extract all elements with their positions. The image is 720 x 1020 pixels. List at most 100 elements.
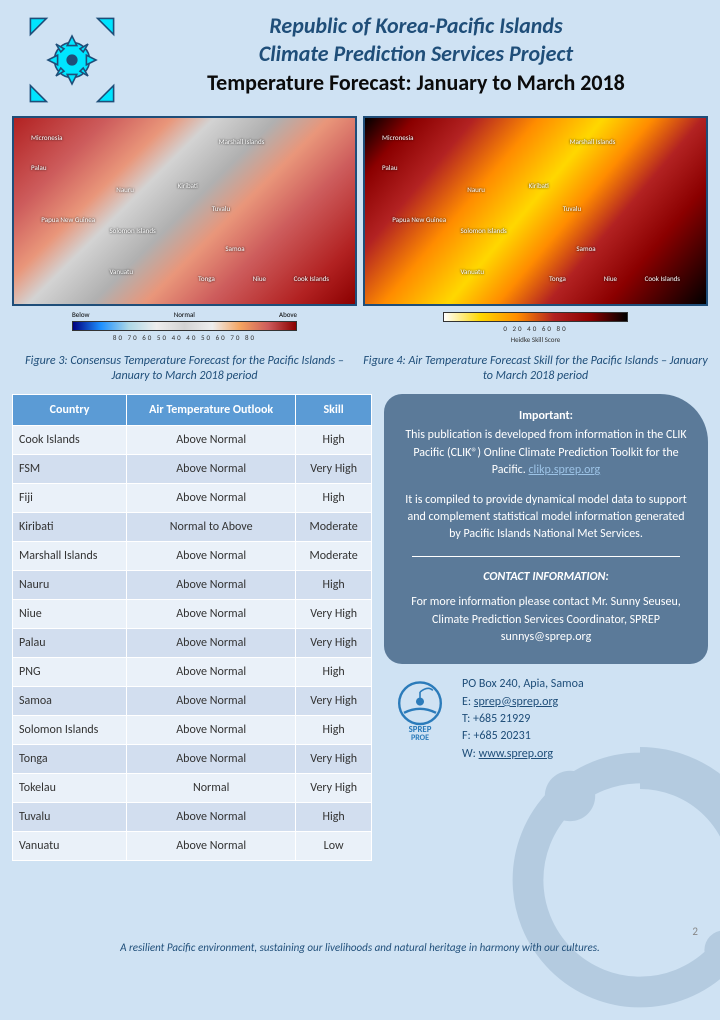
table-cell: Vanuatu bbox=[13, 832, 127, 861]
legend-above-label: Above bbox=[279, 310, 297, 319]
map-island-label: Marshall Islands bbox=[570, 137, 616, 146]
contact-block: SPREP PROE PO Box 240, Apia, Samoa E: sp… bbox=[384, 676, 708, 763]
table-row: TongaAbove NormalVery High bbox=[13, 745, 372, 774]
info-heading: Important: bbox=[402, 408, 690, 425]
info-box: Important: This publication is developed… bbox=[384, 394, 708, 664]
map-island-label: Papua New Guinea bbox=[392, 215, 446, 224]
table-row: NauruAbove NormalHigh bbox=[13, 571, 372, 600]
table-row: PNGAbove NormalHigh bbox=[13, 658, 372, 687]
table-cell: Samoa bbox=[13, 687, 127, 716]
table-cell: High bbox=[296, 716, 372, 745]
table-row: Solomon IslandsAbove NormalHigh bbox=[13, 716, 372, 745]
project-logo bbox=[20, 12, 124, 108]
map-island-label: Niue bbox=[253, 274, 266, 283]
table-cell: Above Normal bbox=[127, 687, 296, 716]
table-cell: Above Normal bbox=[127, 571, 296, 600]
contact-email: sunnys@sprep.org bbox=[402, 629, 690, 646]
main-row: CountryAir Temperature OutlookSkill Cook… bbox=[0, 394, 720, 869]
table-cell: Tokelau bbox=[13, 774, 127, 803]
info-para-2: It is compiled to provide dynamical mode… bbox=[402, 492, 690, 544]
table-cell: Marshall Islands bbox=[13, 542, 127, 571]
contact-title: CONTACT INFORMATION: bbox=[402, 569, 690, 586]
table-cell: Above Normal bbox=[127, 716, 296, 745]
legend-normal-label: Normal bbox=[174, 310, 195, 319]
map-island-label: Cook Islands bbox=[645, 274, 680, 283]
table-cell: Very High bbox=[296, 455, 372, 484]
outlook-table: CountryAir Temperature OutlookSkill Cook… bbox=[12, 394, 372, 861]
table-cell: Above Normal bbox=[127, 600, 296, 629]
legend-ticks-right: 0 20 40 60 80 bbox=[363, 324, 708, 333]
table-row: KiribatiNormal to AboveModerate bbox=[13, 513, 372, 542]
table-cell: High bbox=[296, 803, 372, 832]
table-cell: Very High bbox=[296, 629, 372, 658]
table-cell: Nauru bbox=[13, 571, 127, 600]
table-cell: Normal to Above bbox=[127, 513, 296, 542]
map-island-label: Tonga bbox=[198, 274, 215, 283]
map-island-label: Kiribati bbox=[178, 181, 198, 190]
table-row: FijiAbove NormalHigh bbox=[13, 484, 372, 513]
caption-left: Figure 3: Consensus Temperature Forecast… bbox=[12, 354, 357, 384]
table-row: Cook IslandsAbove NormalHigh bbox=[13, 426, 372, 455]
legend-left: Below Normal Above 80 70 60 50 40 40 50 … bbox=[12, 310, 357, 344]
caption-right: Figure 4: Air Temperature Forecast Skill… bbox=[363, 354, 708, 384]
footer-tagline: A resilient Pacific environment, sustain… bbox=[0, 941, 720, 954]
table-cell: Very High bbox=[296, 745, 372, 774]
table-cell: Above Normal bbox=[127, 426, 296, 455]
map-island-label: Vanuatu bbox=[109, 267, 133, 276]
table-row: PalauAbove NormalVery High bbox=[13, 629, 372, 658]
table-row: SamoaAbove NormalVery High bbox=[13, 687, 372, 716]
map-island-label: Solomon Islands bbox=[460, 226, 506, 235]
table-cell: Niue bbox=[13, 600, 127, 629]
table-cell: Solomon Islands bbox=[13, 716, 127, 745]
captions-row: Figure 3: Consensus Temperature Forecast… bbox=[0, 348, 720, 394]
legend-ticks-left: 80 70 60 50 40 40 50 60 70 80 bbox=[12, 333, 357, 342]
map-island-label: Niue bbox=[604, 274, 617, 283]
table-cell: Above Normal bbox=[127, 484, 296, 513]
table-cell: Tonga bbox=[13, 745, 127, 774]
maps-row: MicronesiaPalauMarshall IslandsKiribatiN… bbox=[0, 112, 720, 308]
sidebar: Important: This publication is developed… bbox=[384, 394, 708, 763]
legend-right: 0 20 40 60 80 Heidke Skill Score bbox=[363, 310, 708, 344]
map-island-label: Cook Islands bbox=[294, 274, 329, 283]
address-block: PO Box 240, Apia, Samoa E: sprep@sprep.o… bbox=[462, 676, 584, 763]
clik-link[interactable]: clikp.sprep.org bbox=[528, 463, 600, 477]
map-island-label: Solomon Islands bbox=[109, 226, 155, 235]
table-cell: Very High bbox=[296, 774, 372, 803]
map-island-label: Samoa bbox=[576, 244, 595, 253]
table-row: VanuatuAbove NormalLow bbox=[13, 832, 372, 861]
subtitle: Temperature Forecast: January to March 2… bbox=[132, 69, 700, 96]
table-row: FSMAbove NormalVery High bbox=[13, 455, 372, 484]
header: Republic of Korea-Pacific Islands Climat… bbox=[0, 0, 720, 112]
legend-row: Below Normal Above 80 70 60 50 40 40 50 … bbox=[0, 308, 720, 348]
map-island-label: Palau bbox=[382, 163, 397, 172]
legend-bar-right bbox=[443, 312, 628, 322]
page-number: 2 bbox=[692, 925, 698, 938]
table-header: Air Temperature Outlook bbox=[127, 395, 296, 426]
title-line-2: Climate Prediction Services Project bbox=[132, 40, 700, 68]
table-row: TokelauNormalVery High bbox=[13, 774, 372, 803]
table-cell: Palau bbox=[13, 629, 127, 658]
table-row: Marshall IslandsAbove NormalModerate bbox=[13, 542, 372, 571]
map-island-label: Nauru bbox=[467, 185, 485, 194]
legend-bar-left bbox=[72, 321, 297, 331]
title-line-1: Republic of Korea-Pacific Islands bbox=[132, 12, 700, 40]
table-header: Country bbox=[13, 395, 127, 426]
contact-body: For more information please contact Mr. … bbox=[402, 594, 690, 629]
map-island-label: Tuvalu bbox=[563, 204, 581, 213]
map-island-label: Papua New Guinea bbox=[41, 215, 95, 224]
fax: F: +685 20231 bbox=[462, 728, 584, 745]
table-cell: FSM bbox=[13, 455, 127, 484]
map-consensus-forecast: MicronesiaPalauMarshall IslandsKiribatiN… bbox=[12, 116, 357, 306]
proe-text: PROE bbox=[411, 733, 429, 740]
map-island-label: Marshall Islands bbox=[219, 137, 265, 146]
table-cell: High bbox=[296, 658, 372, 687]
sprep-logo: SPREP PROE bbox=[388, 676, 452, 740]
table-cell: Kiribati bbox=[13, 513, 127, 542]
table-cell: Moderate bbox=[296, 513, 372, 542]
table-cell: High bbox=[296, 571, 372, 600]
map-island-label: Tuvalu bbox=[212, 204, 230, 213]
email-link[interactable]: sprep@sprep.org bbox=[474, 695, 558, 709]
table-row: NiueAbove NormalVery High bbox=[13, 600, 372, 629]
web-link[interactable]: www.sprep.org bbox=[479, 747, 553, 761]
table-cell: Tuvalu bbox=[13, 803, 127, 832]
